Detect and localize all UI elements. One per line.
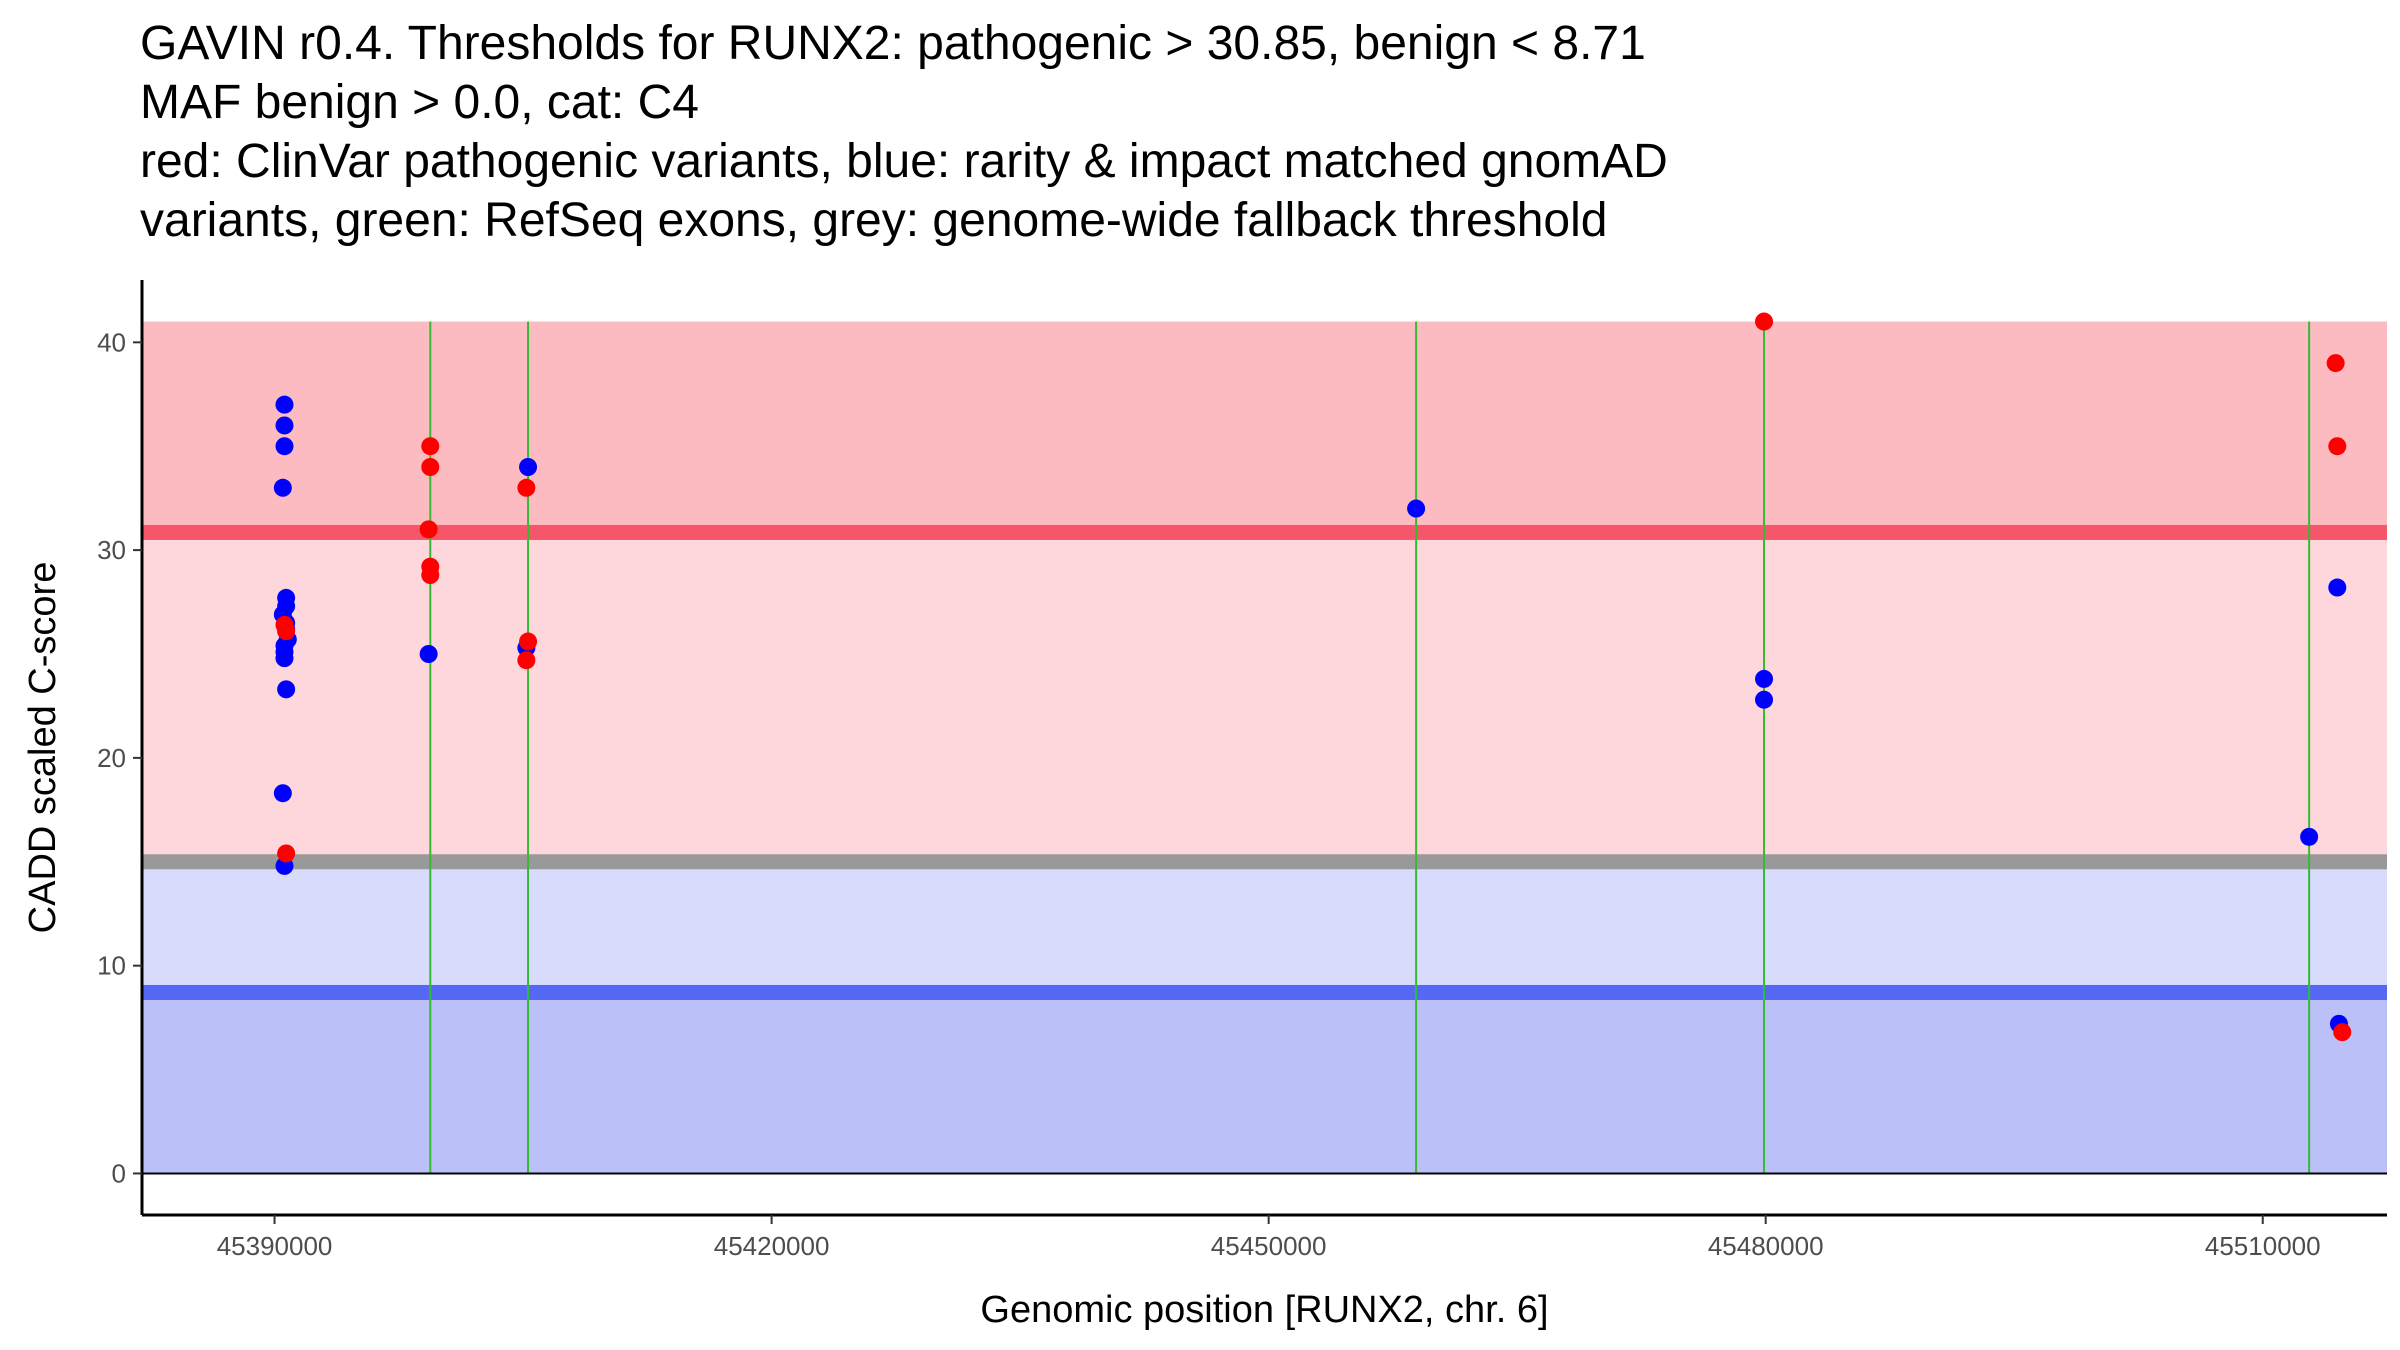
pathogenic-zone (142, 321, 2387, 533)
y-tick-label: 40 (97, 327, 126, 357)
title-line-1: GAVIN r0.4. Thresholds for RUNX2: pathog… (140, 17, 1646, 70)
gnomad-variant-point (2300, 827, 2319, 846)
benign-threshold-line (142, 984, 2387, 1000)
title-line-4: variants, green: RefSeq exons, grey: gen… (140, 194, 1608, 247)
variant-points (273, 312, 2352, 1042)
gnomad-variant-point (277, 680, 296, 699)
pathogenic-variant-point (2333, 1023, 2352, 1042)
y-tick-label: 10 (97, 951, 126, 981)
pathogenic-variant-point (421, 458, 440, 476)
pathogenic-variant-point (277, 844, 296, 863)
x-tick-label: 45420000 (714, 1231, 830, 1261)
gnomad-variant-point (1407, 499, 1426, 518)
gnomad-variant-point (1755, 669, 1774, 688)
pathogenic-variant-point (517, 478, 536, 497)
pathogenic-variant-point (421, 566, 440, 585)
title-line-2: MAF benign > 0.0, cat: C4 (140, 76, 699, 129)
benign-zone (142, 992, 2387, 1174)
x-tick-label: 45510000 (2205, 1231, 2321, 1261)
gnomad-variant-point (275, 395, 294, 414)
gnomad-variant-point (273, 478, 292, 497)
pathogenic-variant-point (277, 622, 296, 641)
pathogenic-variant-point (2328, 437, 2347, 456)
y-tick-label: 20 (97, 743, 126, 773)
y-tick-label: 0 (112, 1158, 126, 1188)
pathogenic-variant-point (419, 520, 438, 539)
gnomad-variant-point (275, 649, 294, 668)
gnomad-variant-point (2328, 578, 2347, 597)
gnomad-variant-point (273, 784, 292, 803)
chart-title: GAVIN r0.4. Thresholds for RUNX2: pathog… (140, 14, 2380, 250)
threshold-bands (142, 321, 2387, 1174)
gnomad-variant-point (419, 645, 438, 663)
pathogenic-threshold-line (142, 524, 2387, 540)
gnomad-variant-point (1755, 690, 1774, 709)
lower-zone (142, 861, 2387, 993)
pathogenic-variant-point (517, 651, 536, 670)
gnomad-variant-point (275, 437, 294, 456)
vus-zone (142, 532, 2387, 862)
title-line-3: red: ClinVar pathogenic variants, blue: … (140, 135, 1668, 188)
x-tick-label: 45450000 (1211, 1231, 1327, 1261)
gnomad-variant-point (275, 416, 294, 435)
y-axis-title: CADD scaled C-score (22, 562, 64, 934)
gnomad-variant-point (519, 458, 538, 476)
axes: 0 10 20 30 40 45390000 45420000 45450000 4548000… (97, 280, 2387, 1261)
fallback-threshold-line (142, 854, 2387, 870)
pathogenic-variant-point (1755, 312, 1774, 331)
x-axis-title: Genomic position [RUNX2, chr. 6] (980, 1289, 1548, 1331)
pathogenic-variant-point (2326, 354, 2345, 373)
x-tick-label: 45480000 (1708, 1231, 1824, 1261)
y-tick-label: 30 (97, 535, 126, 565)
pathogenic-variant-point (421, 437, 440, 456)
x-tick-label: 45390000 (217, 1231, 333, 1261)
pathogenic-variant-point (519, 632, 538, 651)
